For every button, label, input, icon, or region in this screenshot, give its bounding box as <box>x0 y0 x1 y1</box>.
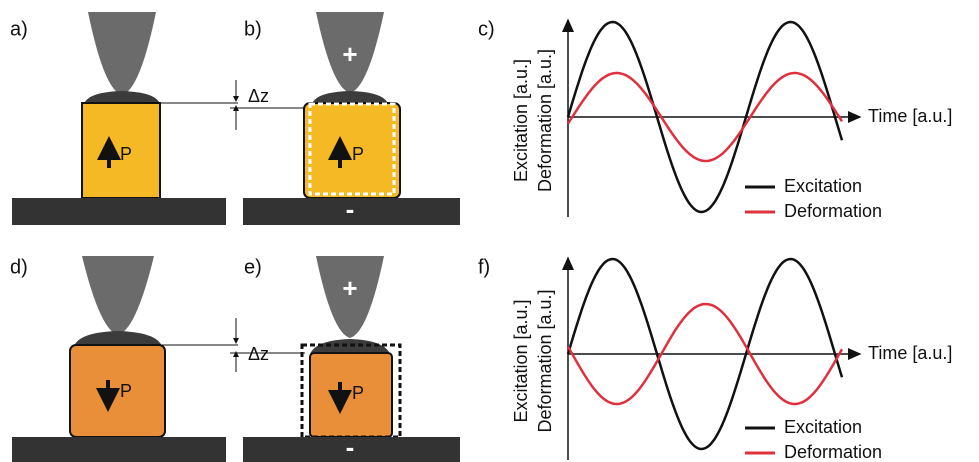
tip-charge: + <box>342 39 357 69</box>
tip <box>82 256 154 335</box>
polarization: P <box>352 144 364 164</box>
polarization: P <box>120 381 132 401</box>
substrate-charge: - <box>346 194 355 224</box>
panel-label: d) <box>10 256 28 278</box>
panel-label: e) <box>244 256 262 278</box>
y-axis-label: Deformation [a.u.] <box>535 289 555 432</box>
panel-e: e) Δz + - P <box>230 256 460 462</box>
panel-label: f) <box>478 256 490 278</box>
polarization: P <box>120 144 132 164</box>
x-axis-label: Time [a.u.] <box>868 106 952 126</box>
substrate <box>12 198 226 225</box>
y-axis-label: Excitation [a.u.] <box>511 59 531 182</box>
delta: Δz <box>248 86 269 106</box>
delta: Δz <box>248 344 269 364</box>
legend-label: Deformation <box>784 201 882 221</box>
panel-label: c) <box>478 18 495 40</box>
y-axis-label: Excitation [a.u.] <box>511 299 531 422</box>
panel-label: b) <box>244 18 262 40</box>
tip-contact <box>74 331 162 346</box>
tip-charge: + <box>342 273 357 303</box>
tip <box>88 12 156 95</box>
piezo-block <box>70 345 165 437</box>
polarization: P <box>352 383 364 403</box>
substrate-charge: - <box>346 432 355 462</box>
panel-d: d) P <box>10 256 238 462</box>
panel-b: b) Δz + - P <box>230 12 460 225</box>
panel-label: a) <box>10 18 28 40</box>
y-axis-label: Deformation [a.u.] <box>535 49 555 192</box>
plots: c)Time [a.u.]Excitation [a.u.]Deformatio… <box>478 18 952 461</box>
substrate <box>12 437 226 462</box>
piezo-block <box>310 353 392 437</box>
legend-label: Excitation <box>784 417 862 437</box>
figure: a) P b) Δz + - P d) P e) <box>0 0 979 462</box>
x-axis-label: Time [a.u.] <box>868 343 952 363</box>
legend-label: Deformation <box>784 442 882 462</box>
legend-label: Excitation <box>784 176 862 196</box>
panel-a: a) P <box>10 12 238 225</box>
